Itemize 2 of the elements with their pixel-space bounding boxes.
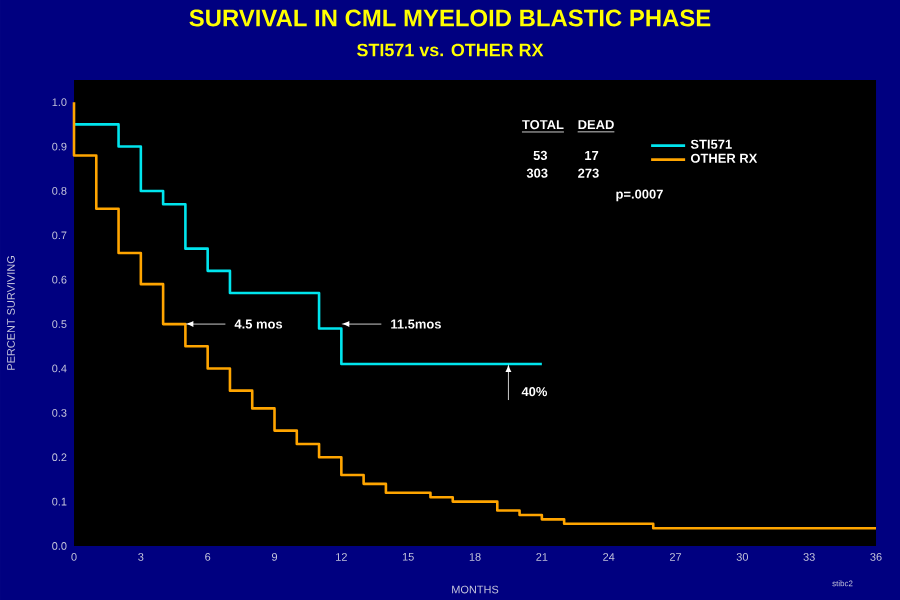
- chart-title: SURVIVAL IN CML MYELOID BLASTIC PHASE: [189, 9, 711, 27]
- chart-subtitle: STI571 vs. OTHER RX: [357, 43, 544, 57]
